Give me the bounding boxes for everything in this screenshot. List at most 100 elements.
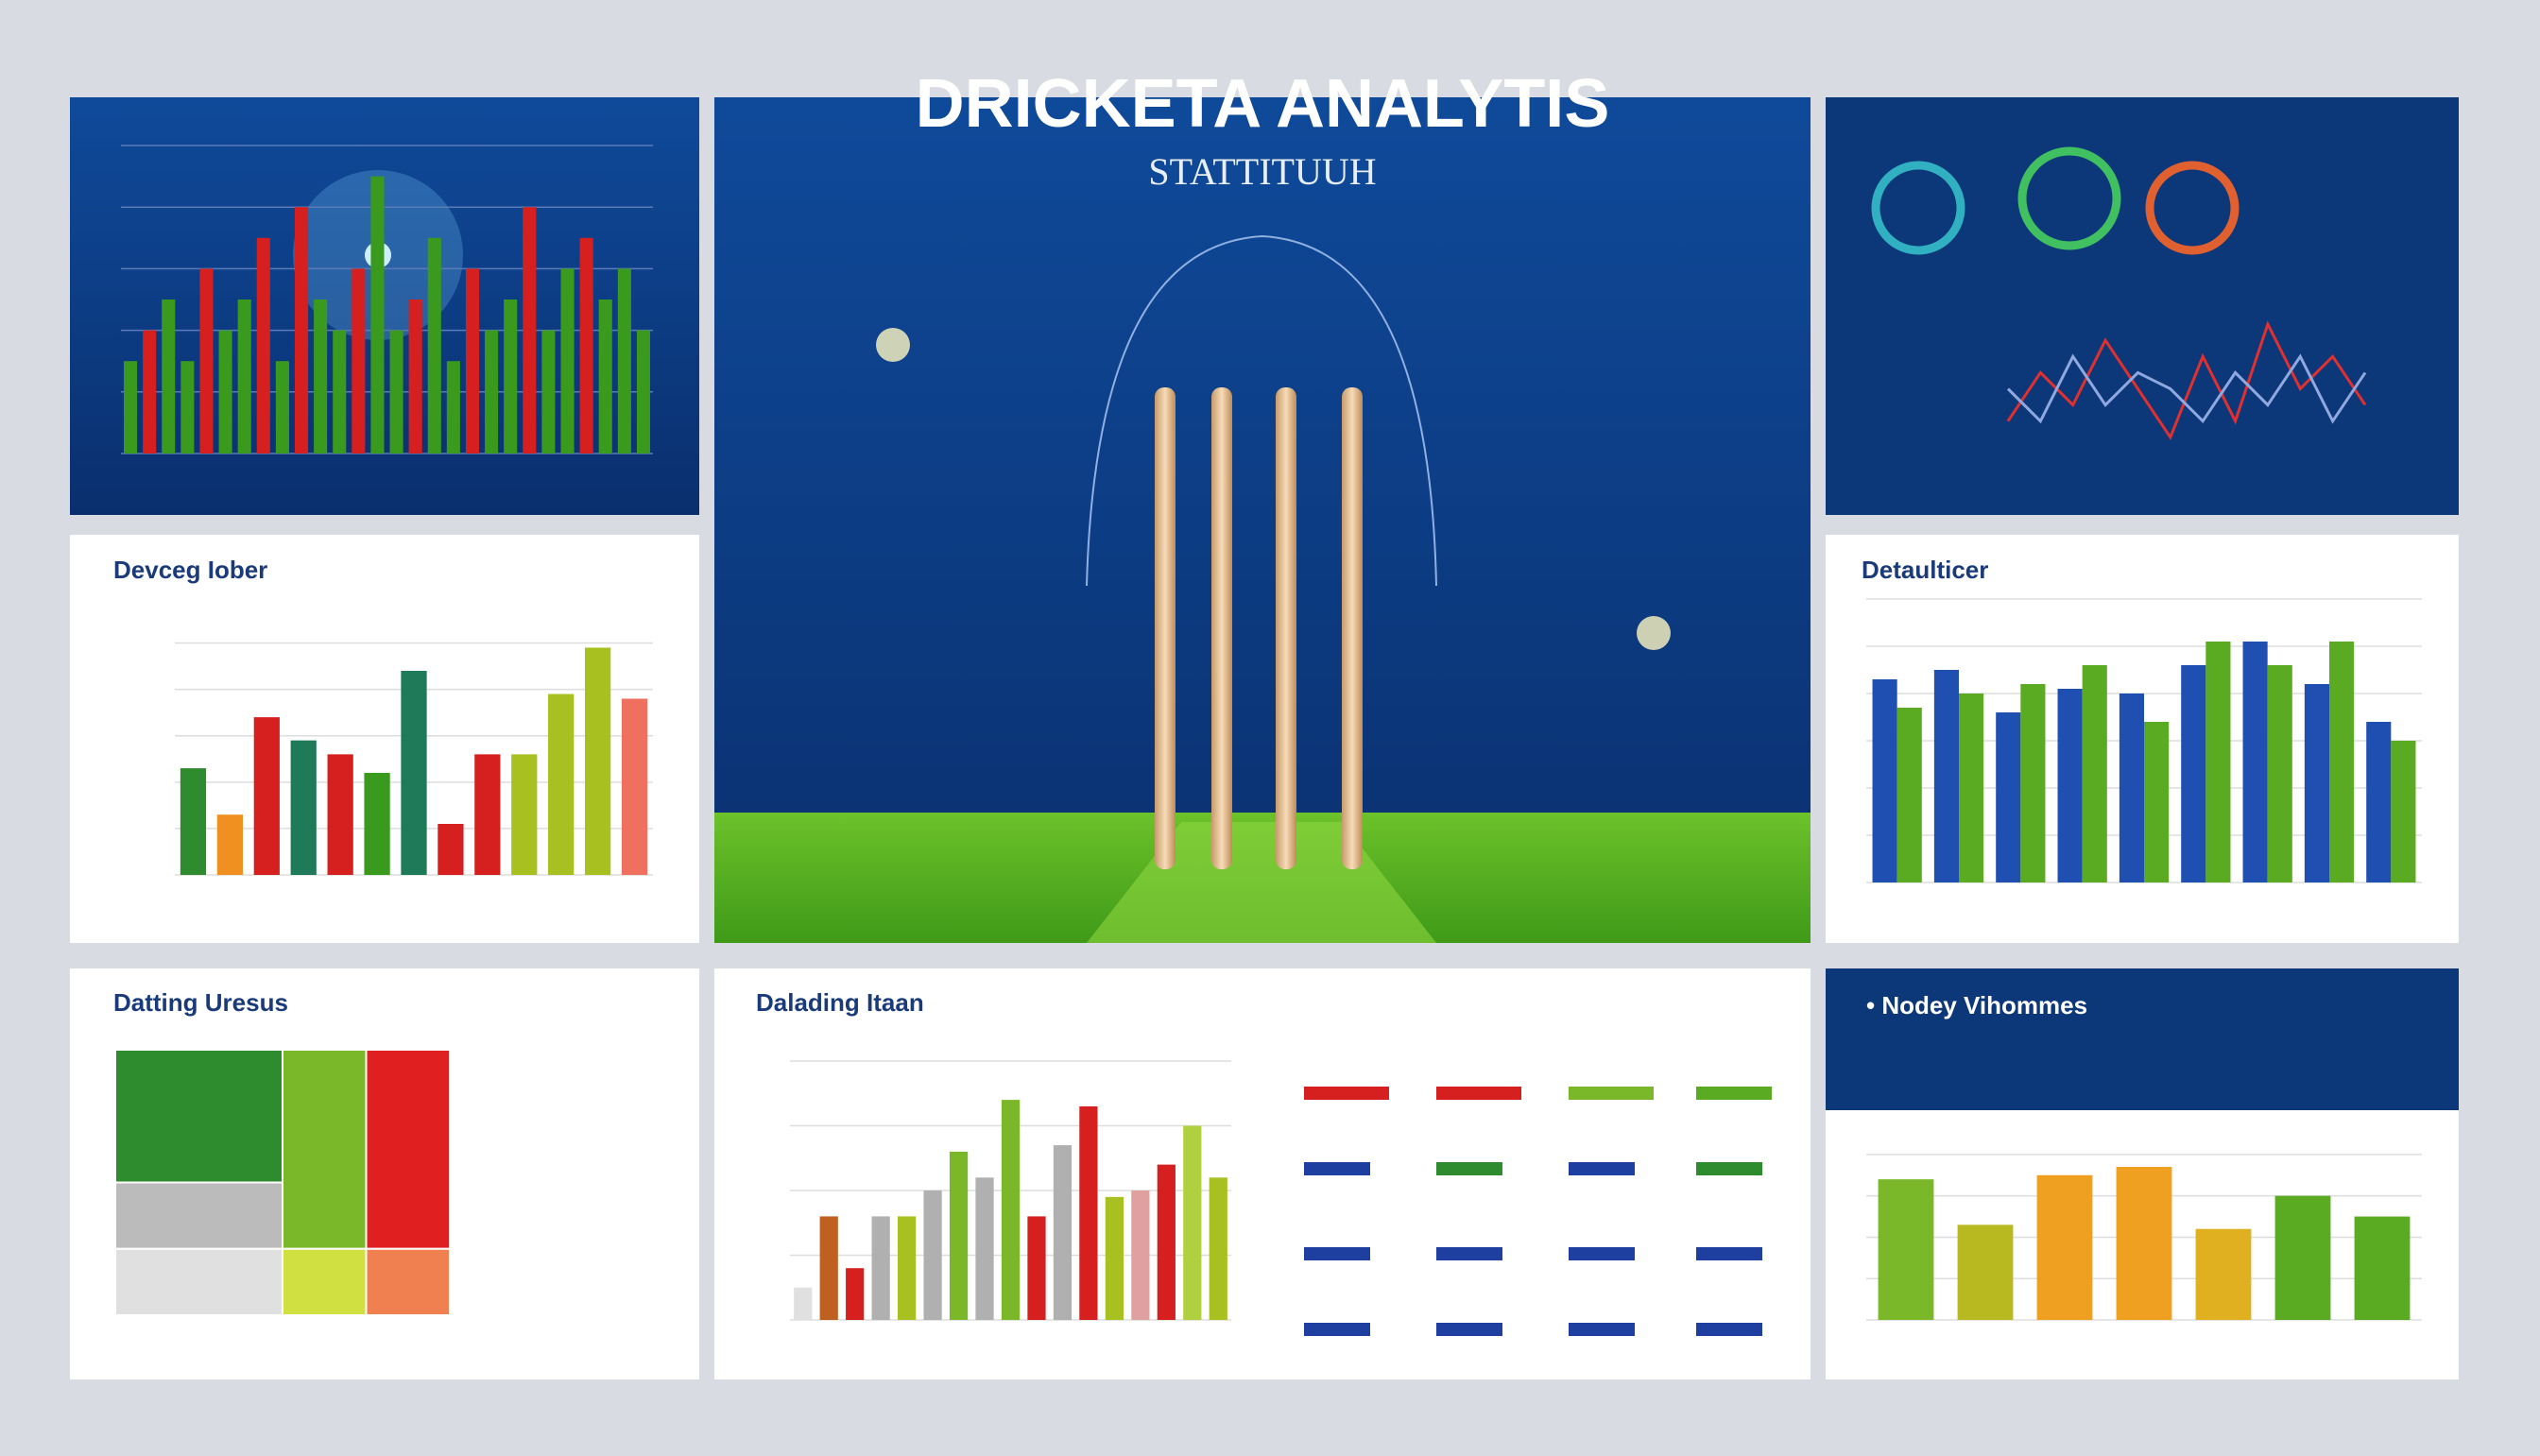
bar (180, 361, 195, 454)
bar (180, 768, 207, 875)
bar (124, 361, 138, 454)
bar (584, 647, 611, 875)
bar (290, 740, 317, 875)
glow (876, 328, 910, 362)
bar (504, 300, 518, 454)
bar (218, 330, 232, 454)
bar (1027, 1216, 1046, 1320)
bar (2205, 642, 2231, 882)
bar (256, 237, 270, 454)
bar (871, 1216, 890, 1320)
bar (401, 671, 427, 875)
bar (253, 717, 280, 875)
chart-title: Datting Uresus (113, 988, 288, 1017)
bar (2057, 689, 2083, 882)
treemap-cell (114, 1181, 283, 1250)
bar (2036, 1174, 2093, 1320)
bar (560, 268, 575, 454)
bar (438, 824, 464, 875)
bar (1878, 1179, 1934, 1320)
bar (370, 176, 385, 454)
bar (1157, 1164, 1176, 1320)
bar (364, 773, 390, 875)
bar (199, 268, 214, 454)
bar (275, 361, 289, 454)
bar (143, 330, 157, 454)
bar (1053, 1145, 1073, 1320)
bar (1957, 1225, 2014, 1320)
bar (846, 1268, 865, 1320)
bar (2304, 684, 2329, 882)
glow (1637, 616, 1671, 650)
bar (333, 330, 347, 454)
bar (2242, 642, 2268, 882)
bar (485, 330, 499, 454)
bar (237, 300, 251, 454)
bar (427, 237, 441, 454)
gauge (2145, 161, 2240, 255)
bar (923, 1190, 942, 1320)
treemap-cell (114, 1049, 283, 1184)
bar (2329, 642, 2355, 882)
bar (352, 268, 366, 454)
bar (598, 300, 612, 454)
bar (2366, 722, 2392, 882)
bar (523, 207, 537, 454)
treemap-cell (282, 1247, 368, 1316)
bar (1131, 1190, 1150, 1320)
bar (2119, 694, 2144, 882)
bar (294, 207, 309, 454)
bar (579, 237, 593, 454)
bar (2195, 1228, 2252, 1320)
bar (162, 300, 176, 454)
treemap-cell (282, 1049, 368, 1250)
bar (617, 268, 631, 454)
bar (1872, 679, 1897, 882)
stump (1155, 387, 1176, 869)
bar (389, 330, 403, 454)
bar (327, 754, 353, 875)
subtitle: STATTITUUH (1148, 150, 1376, 193)
arc (1086, 234, 1437, 587)
chart-title: Detaulticer (1862, 556, 1988, 584)
bar (1209, 1177, 1227, 1320)
bar (794, 1287, 813, 1320)
panel (714, 97, 1811, 943)
panel-band (1826, 968, 2459, 1110)
bar (1933, 670, 1959, 882)
bar (2274, 1195, 2331, 1320)
stump (1276, 387, 1296, 869)
bar (548, 694, 575, 875)
bar (2267, 665, 2292, 882)
bar (2354, 1216, 2411, 1320)
bar (314, 300, 328, 454)
bar (949, 1151, 969, 1320)
bar (2082, 665, 2107, 882)
bar (2020, 684, 2046, 882)
bar (2116, 1167, 2172, 1320)
bar (541, 330, 556, 454)
treemap-cell (365, 1247, 451, 1316)
bar (1183, 1125, 1202, 1320)
bar (1959, 694, 1984, 882)
panel (1826, 97, 2459, 515)
bar (975, 1177, 994, 1320)
treemap-cell (114, 1247, 283, 1316)
treemap-cell (365, 1049, 451, 1250)
bar (511, 754, 538, 875)
bar (2391, 741, 2416, 882)
bar (2181, 665, 2206, 882)
stump (1342, 387, 1363, 869)
title: DRICKETA ANALYTIS (916, 66, 1610, 142)
stump (1211, 387, 1232, 869)
bar (465, 268, 480, 454)
bar (1105, 1196, 1124, 1320)
chart-title: • Nodey Vihommes (1866, 991, 2087, 1019)
bar (216, 814, 244, 875)
bar (621, 698, 648, 875)
text-table (1304, 1087, 1772, 1336)
gauge (2017, 146, 2121, 250)
chart-title: Devceg Iober (113, 556, 267, 584)
